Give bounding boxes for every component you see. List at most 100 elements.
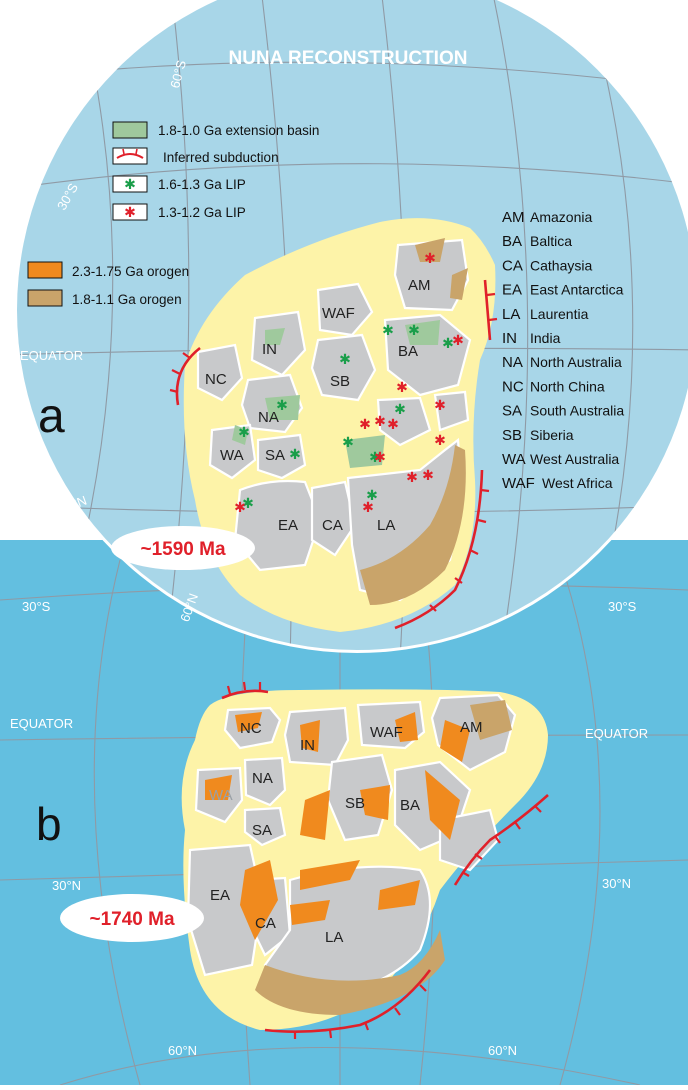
panel-a: ✱ ✱ ✱ ✱ ✱ ✱ ✱ ✱ ✱ ✱ ✱ ✱ ✱ ✱ ✱ ✱ ✱ ✱ ✱ ✱ …	[17, 0, 688, 650]
panel-b-lat-60n-left: 60°N	[168, 1043, 197, 1058]
panel-a-block-am	[393, 238, 470, 312]
svg-text:✱: ✱	[339, 351, 351, 367]
block-key-abbr-sa: SA	[502, 403, 522, 420]
block-key-name-sb: Siberia	[530, 427, 574, 443]
block-key-abbr-ca: CA	[502, 257, 523, 274]
panel-b-label-nc: NC	[240, 720, 262, 737]
svg-text:✱: ✱	[362, 499, 374, 515]
block-key-name-in: India	[530, 330, 561, 346]
panel-b-block-east	[438, 808, 500, 872]
svg-text:✱: ✱	[359, 416, 371, 432]
block-key-abbr-wa: WA	[502, 451, 526, 468]
block-key-name-ea: East Antarctica	[530, 282, 624, 298]
panel-b-age-text: ~1740 Ma	[89, 909, 174, 930]
panel-a-block-nc	[196, 343, 244, 402]
block-key-abbr-ba: BA	[502, 233, 522, 250]
panel-a-basins	[232, 320, 440, 468]
panel-b-lat-30n-left: 30°N	[52, 878, 81, 893]
panel-a-lat-60s: 60°S	[167, 58, 189, 90]
legend-orogen-young-label: 1.8-1.1 Ga orogen	[72, 292, 182, 307]
panel-a-label-sb: SB	[330, 373, 350, 390]
svg-text:✱: ✱	[242, 495, 254, 511]
panel-b-label-sa: SA	[252, 822, 272, 839]
svg-text:✱: ✱	[366, 487, 378, 503]
panel-b-label-na: NA	[252, 770, 273, 787]
svg-text:✱: ✱	[374, 449, 386, 465]
figure-title: NUNA RECONSTRUCTION	[229, 48, 468, 69]
block-key-abbr-la: LA	[502, 306, 520, 323]
panel-a-label-am: AM	[408, 277, 431, 294]
panel-a-block-east-1	[376, 396, 432, 447]
panel-a-label-ca: CA	[322, 517, 343, 534]
svg-text:✱: ✱	[342, 434, 354, 450]
panel-a-label-ba: BA	[398, 343, 418, 360]
panel-b-lat-30s-left: 30°S	[22, 599, 51, 614]
panel-b-label-la: LA	[325, 929, 343, 946]
svg-text:✱: ✱	[289, 446, 301, 462]
panel-b-label-waf: WAF	[370, 724, 403, 741]
svg-text:✱: ✱	[422, 467, 434, 483]
legend-orogen: 2.3-1.75 Ga orogen 1.8-1.1 Ga orogen	[27, 261, 189, 307]
panel-a-block-ca	[310, 480, 357, 557]
panel-b-equator-right: EQUATOR	[585, 726, 648, 741]
panel-b-block-na	[243, 756, 287, 807]
panel-b-label-ca: CA	[255, 915, 276, 932]
panel-a-orogens	[360, 238, 468, 605]
svg-text:✱: ✱	[369, 449, 381, 465]
legend-green-lip-box	[112, 175, 148, 193]
svg-text:✱: ✱	[382, 322, 394, 338]
panel-b-label-ea: EA	[210, 887, 230, 904]
subduction-line-icon	[116, 153, 144, 159]
block-key-name-ca: Cathaysia	[530, 257, 592, 273]
panel-b-subduction	[221, 681, 549, 1039]
panel-b-letter: b	[36, 798, 62, 850]
legend-green-lip-label: 1.6-1.3 Ga LIP	[158, 177, 246, 192]
block-key: AM Amazonia BA Baltica CA Cathaysia EA East Ant…	[502, 209, 624, 492]
green-star-icon: ✱	[124, 176, 136, 192]
panel-b-orogens	[205, 700, 512, 1015]
orogen-old-swatch-icon	[27, 261, 63, 279]
legend-red-lip-box	[112, 203, 148, 221]
panel-b-lat-30s-right: 30°S	[608, 599, 637, 614]
panel-a-subduction	[169, 279, 498, 630]
block-key-abbr-ea: EA	[502, 282, 522, 299]
basin-swatch-icon	[112, 121, 148, 139]
panel-b-label-wa: WA	[209, 787, 233, 804]
block-key-abbr-waf: WAF	[502, 475, 535, 492]
svg-text:✱: ✱	[276, 397, 288, 413]
svg-text:✱: ✱	[238, 424, 250, 440]
legend-basin-label: 1.8-1.0 Ga extension basin	[158, 123, 319, 138]
panel-a-age-badge	[111, 526, 255, 570]
block-key-name-wa: West Australia	[530, 451, 619, 467]
panel-a-label-ea: EA	[278, 517, 298, 534]
panel-b-age-badge	[60, 894, 204, 942]
block-key-name-na: North Australia	[530, 354, 622, 370]
panel-a-label-waf: WAF	[322, 305, 355, 322]
panel-a-block-waf	[316, 282, 374, 337]
panel-b-label-am: AM	[460, 719, 483, 736]
red-star-icon: ✱	[124, 204, 136, 220]
block-key-abbr-nc: NC	[502, 378, 524, 395]
panel-a-block-east-2	[433, 390, 470, 432]
svg-text:✱: ✱	[394, 401, 406, 417]
block-key-abbr-in: IN	[502, 330, 517, 347]
svg-text:✱: ✱	[442, 335, 454, 351]
panel-a-equator: EQUATOR	[20, 348, 83, 363]
panel-b-label-sb: SB	[345, 795, 365, 812]
svg-text:✱: ✱	[396, 379, 408, 395]
block-key-name-nc: North China	[530, 378, 605, 394]
block-key-name-la: Laurentia	[530, 306, 589, 322]
svg-text:✱: ✱	[408, 322, 420, 338]
svg-text:✱: ✱	[234, 499, 246, 515]
svg-text:✱: ✱	[374, 413, 386, 429]
panel-a-label-na: NA	[258, 409, 279, 426]
block-key-name-sa: South Australia	[530, 403, 624, 419]
block-key-name-ba: Baltica	[530, 233, 572, 249]
legend-subduction-label: Inferred subduction	[163, 150, 279, 165]
block-key-name-am: Amazonia	[530, 209, 592, 225]
panel-b-lat-30n-right: 30°N	[602, 876, 631, 891]
panel-a-label-wa: WA	[220, 447, 244, 464]
svg-text:✱: ✱	[434, 397, 446, 413]
